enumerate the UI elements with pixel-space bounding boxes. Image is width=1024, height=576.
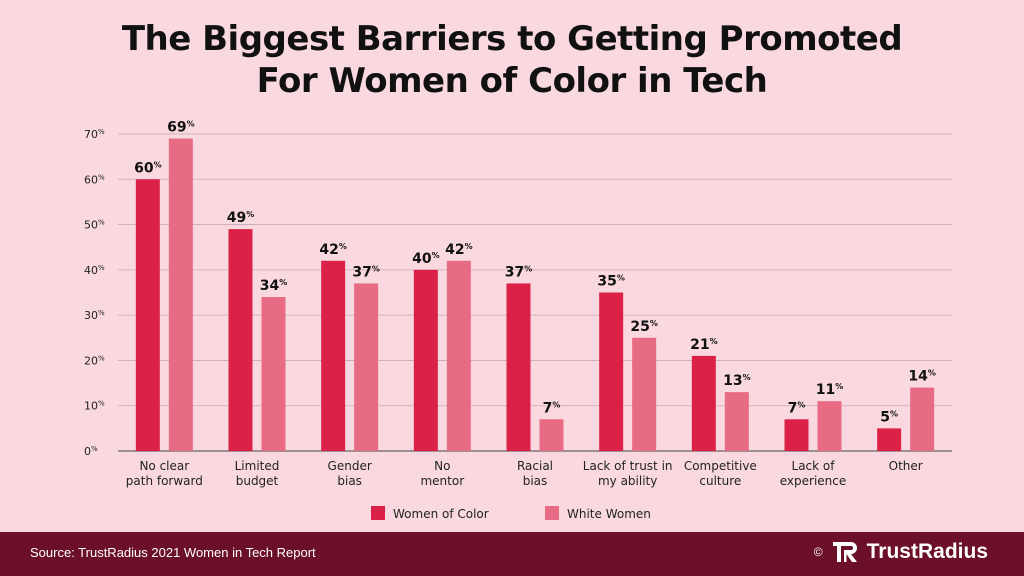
bar-women-of-color [877, 428, 902, 451]
data-label: 34% [260, 278, 288, 294]
x-tick-label: mentor [420, 474, 464, 488]
data-label: 69% [167, 120, 195, 136]
x-tick-label: experience [780, 474, 847, 488]
x-tick-label: bias [337, 474, 362, 488]
title-line-2: For Women of Color in Tech [256, 61, 768, 101]
bar-white-women [632, 337, 657, 451]
x-tick-label: Racial [517, 459, 553, 473]
data-label: 49% [227, 210, 255, 226]
x-tick-label: path forward [126, 474, 203, 488]
bar-white-women [910, 387, 935, 451]
bar-women-of-color [506, 283, 531, 451]
data-label: 7% [788, 400, 806, 416]
source-text: Source: TrustRadius 2021 Women in Tech R… [30, 545, 316, 560]
data-label: 40% [412, 251, 440, 267]
title-line-1: The Biggest Barriers to Getting Promoted [121, 19, 903, 59]
y-tick-label: 60% [84, 173, 105, 186]
bar-women-of-color [599, 292, 624, 451]
bar-women-of-color [691, 355, 716, 451]
x-tick-label: Competitive [684, 459, 757, 473]
bar-women-of-color [321, 260, 346, 451]
y-axis: 0% 10% 20% 30% 40% 50% 60% 70% [84, 128, 105, 458]
y-tick-label: 50% [84, 219, 105, 232]
x-tick-label: my ability [598, 474, 657, 488]
bar-women-of-color [784, 419, 809, 451]
bar-chart: 0% 10% 20% 30% 40% 50% 60% 70% 60% 69% 49% 34% 42% 3… [84, 120, 952, 521]
legend-white-women-swatch [545, 506, 559, 520]
data-label: 11% [816, 382, 844, 398]
bar-white-women [168, 138, 193, 451]
data-label: 25% [630, 319, 658, 335]
x-tick-label: budget [236, 474, 279, 488]
x-tick-label: Other [889, 459, 923, 473]
bar-white-women [724, 392, 749, 451]
x-tick-label: No clear [139, 459, 189, 473]
data-label: 14% [908, 369, 936, 385]
data-label: 60% [134, 160, 162, 176]
data-label: 42% [445, 242, 473, 258]
trustradius-logo-icon [832, 542, 857, 562]
bar-women-of-color [413, 269, 438, 451]
x-tick-label: Lack of trust in [583, 459, 673, 473]
x-tick-label: Gender [328, 459, 372, 473]
y-tick-label: 20% [84, 354, 105, 367]
gridlines [118, 133, 952, 452]
data-label: 37% [505, 264, 533, 280]
bar-white-women [446, 260, 471, 451]
x-tick-label: bias [523, 474, 548, 488]
x-tick-label: No [434, 459, 450, 473]
copyright-symbol: © [813, 545, 823, 559]
data-label: 21% [690, 337, 718, 353]
x-tick-label: culture [699, 474, 741, 488]
y-tick-label: 30% [84, 309, 105, 322]
chart-title: The Biggest Barriers to Getting Promoted… [0, 18, 1024, 102]
y-tick-label: 0% [84, 445, 98, 458]
bar-white-women [817, 401, 842, 451]
bar-white-women [261, 297, 286, 451]
brand-name: TrustRadius [866, 540, 988, 563]
y-tick-label: 70% [84, 128, 105, 141]
x-tick-label: Lack of [792, 459, 836, 473]
bars [135, 138, 935, 452]
legend-white-women-label: White Women [567, 507, 651, 521]
data-label: 42% [319, 242, 347, 258]
legend: Women of Color White Women [371, 506, 651, 521]
legend-women-of-color-swatch [371, 506, 385, 520]
footer: Source: TrustRadius 2021 Women in Tech R… [0, 532, 1024, 576]
data-label: 35% [597, 274, 625, 290]
x-tick-label: Limited [235, 459, 280, 473]
data-labels: 60% 69% 49% 34% 42% 37% 40% 42% 37% 7% 35% 25% 21% 13… [134, 120, 936, 426]
data-label: 7% [543, 400, 561, 416]
y-tick-label: 10% [84, 400, 105, 413]
y-tick-label: 40% [84, 264, 105, 277]
brand: © TrustRadius [814, 540, 988, 564]
bar-white-women [354, 283, 379, 451]
data-label: 5% [880, 409, 898, 425]
bar-women-of-color [228, 229, 253, 451]
legend-women-of-color-label: Women of Color [393, 507, 489, 521]
data-label: 13% [723, 373, 751, 389]
bar-women-of-color [135, 179, 160, 452]
bar-white-women [539, 419, 564, 451]
data-label: 37% [352, 264, 380, 280]
